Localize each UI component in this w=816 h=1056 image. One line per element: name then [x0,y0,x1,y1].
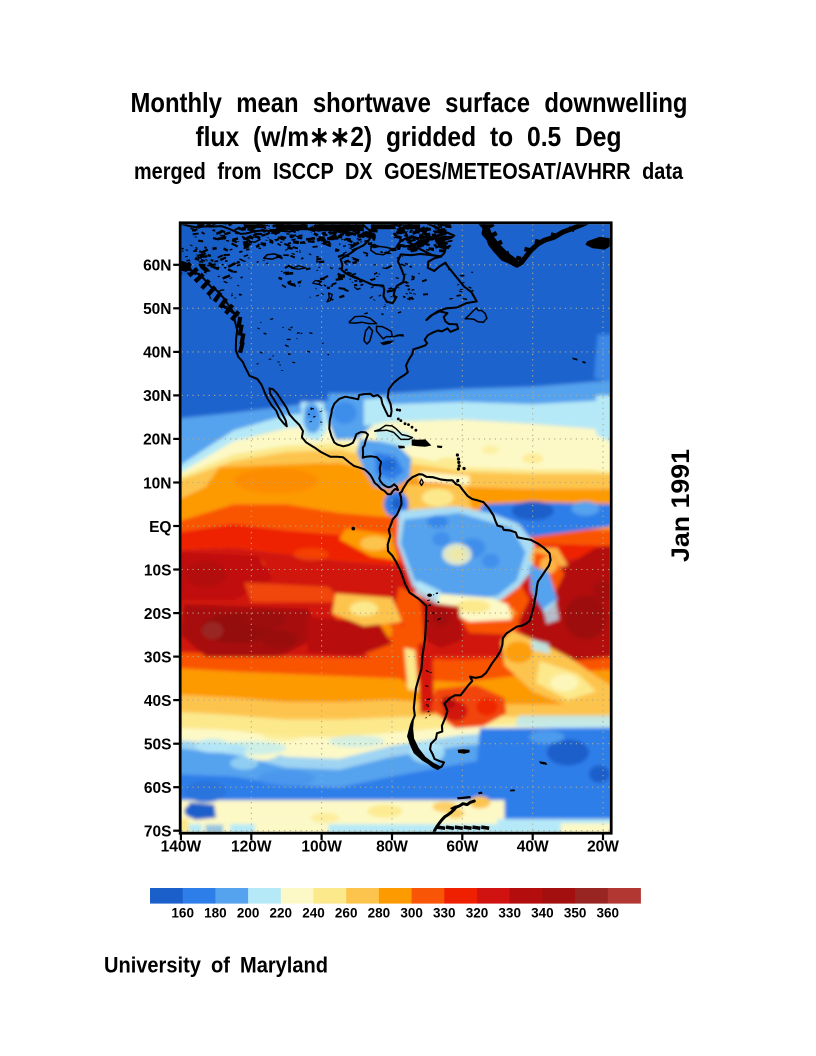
svg-text:30N: 30N [143,388,171,405]
svg-text:50S: 50S [144,737,172,754]
svg-text:220: 220 [270,906,293,921]
svg-text:20N: 20N [143,432,171,449]
svg-text:50N: 50N [143,301,171,318]
svg-text:30S: 30S [144,649,172,666]
svg-text:200: 200 [237,906,260,921]
svg-text:60N: 60N [143,258,171,275]
svg-text:320: 320 [466,906,489,921]
svg-text:280: 280 [368,906,391,921]
svg-text:160: 160 [171,906,194,921]
svg-text:180: 180 [204,906,227,921]
svg-text:Jan 1991: Jan 1991 [667,449,695,562]
svg-text:40N: 40N [143,345,171,362]
svg-text:20S: 20S [144,606,172,623]
svg-text:60W: 60W [446,839,478,856]
svg-text:340: 340 [531,906,554,921]
svg-text:240: 240 [302,906,325,921]
svg-text:20W: 20W [587,839,619,856]
svg-text:300: 300 [400,906,423,921]
svg-text:70S: 70S [144,824,172,841]
svg-text:120W: 120W [231,839,272,856]
svg-text:140W: 140W [161,839,202,856]
svg-text:10N: 10N [143,475,171,492]
svg-text:University of Maryland: University of Maryland [104,953,328,978]
svg-text:60S: 60S [144,780,172,797]
svg-text:Monthly mean shortwave surface: Monthly mean shortwave surface downwelli… [131,87,688,118]
svg-text:merged from ISCCP DX GOES/METE: merged from ISCCP DX GOES/METEOSAT/AVHRR… [134,158,683,184]
svg-text:330: 330 [498,906,521,921]
svg-text:40S: 40S [144,693,172,710]
svg-text:260: 260 [335,906,358,921]
svg-text:40W: 40W [517,839,549,856]
svg-text:330: 330 [433,906,456,921]
svg-text:360: 360 [597,906,620,921]
svg-text:flux (w/m∗∗2) gridded to 0.5 D: flux (w/m∗∗2) gridded to 0.5 Deg [196,121,622,152]
svg-text:100W: 100W [301,839,342,856]
svg-text:EQ: EQ [149,519,171,536]
svg-text:350: 350 [564,906,587,921]
svg-text:10S: 10S [144,562,172,579]
svg-text:80W: 80W [376,839,408,856]
